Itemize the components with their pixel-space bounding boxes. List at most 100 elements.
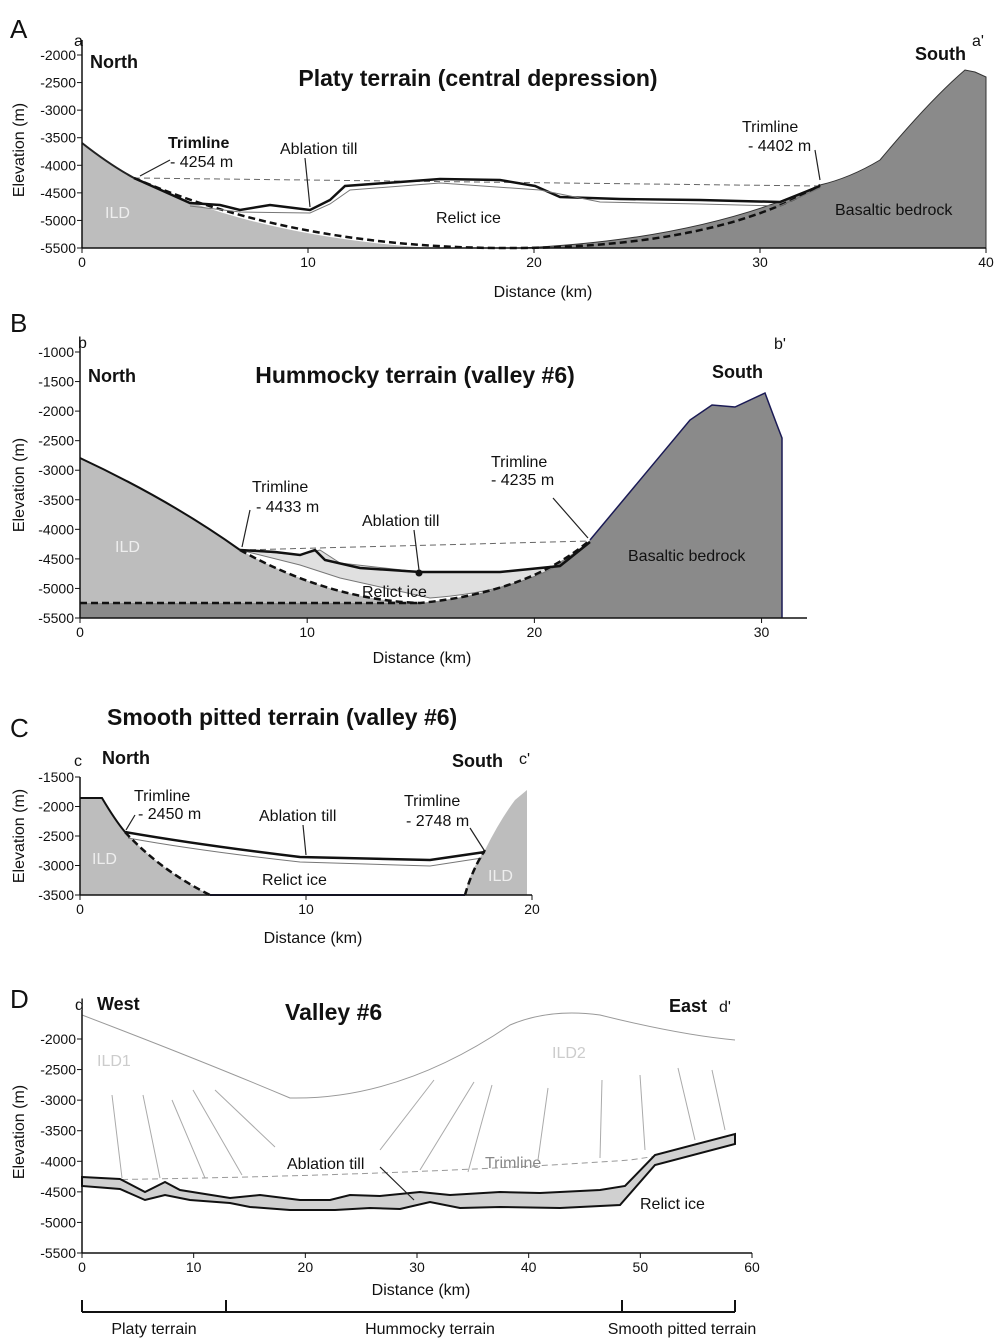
annotation: Relict ice	[362, 584, 427, 601]
x-axis-label: Distance (km)	[373, 650, 472, 667]
annotation: - 4254 m	[170, 154, 233, 171]
ild-lines	[111, 1067, 726, 1179]
till-base	[127, 837, 483, 867]
ild-surface	[81, 142, 135, 179]
y-axis-label: Elevation (m)	[11, 103, 28, 197]
x-tick-label: 10	[186, 1259, 202, 1275]
y-tick-label: -4500	[38, 551, 74, 567]
corner-label: a	[74, 33, 83, 50]
corner-label: a'	[972, 33, 984, 50]
y-tick-label: -3000	[40, 102, 76, 118]
x-axis-label: Distance (km)	[494, 284, 593, 301]
y-tick-label: -3500	[40, 130, 76, 146]
bed-dashed	[133, 176, 821, 250]
panel-title: Platy terrain (central depression)	[298, 65, 657, 91]
ice-surface	[239, 541, 591, 574]
x-tick-label: 10	[298, 901, 314, 917]
y-tick-label: -3500	[40, 1123, 76, 1139]
terrain-label: Platy terrain	[111, 1321, 196, 1338]
annotation: - 4235 m	[491, 472, 554, 489]
ild-fill	[465, 790, 527, 895]
y-axis-label: Elevation (m)	[11, 1085, 28, 1179]
annotation: Basaltic bedrock	[835, 202, 953, 219]
x-tick-label: 20	[298, 1259, 314, 1275]
ice-surface	[124, 830, 486, 862]
terrain-label: Smooth pitted terrain	[608, 1321, 757, 1338]
x-tick-label: 0	[76, 624, 84, 640]
y-tick-label: -2500	[38, 828, 74, 844]
profile-b	[79, 391, 783, 618]
y-tick-label: -4500	[40, 185, 76, 201]
y-axis-label: Elevation (m)	[11, 438, 28, 532]
ild-surface	[80, 797, 126, 833]
panel-title: Hummocky terrain (valley #6)	[255, 362, 575, 388]
corner-label: c	[74, 753, 82, 770]
x-tick-label: 20	[524, 901, 540, 917]
annotation: ILD	[105, 205, 130, 222]
x-tick-label: 40	[978, 254, 994, 270]
x-tick-label: 30	[754, 624, 770, 640]
x-tick-label: 10	[300, 254, 316, 270]
y-tick-label: -4000	[40, 1153, 76, 1169]
annotation: - 2450 m	[138, 806, 201, 823]
x-axis-label: Distance (km)	[264, 930, 363, 947]
y-tick-label: -4000	[38, 521, 74, 537]
annotation: ILD	[488, 868, 513, 885]
annotation: Ablation till	[259, 808, 336, 825]
annotation: Trimline	[252, 479, 308, 496]
annotation: Ablation till	[362, 513, 439, 530]
ice-surface	[133, 176, 821, 212]
direction-label: South	[915, 44, 966, 64]
direction-label: North	[90, 52, 138, 72]
y-tick-label: -2000	[38, 403, 74, 419]
trimline-line	[133, 177, 821, 187]
annotation: ILD2	[552, 1045, 586, 1062]
bedrock-fill	[519, 69, 987, 249]
bed-dashed	[124, 831, 487, 897]
y-tick-label: -5000	[40, 1214, 76, 1230]
y-tick-label: -1500	[38, 769, 74, 785]
y-tick-label: -4500	[40, 1184, 76, 1200]
y-tick-label: -2500	[40, 1062, 76, 1078]
panel-title: Smooth pitted terrain (valley #6)	[107, 704, 457, 730]
x-tick-label: 0	[78, 254, 86, 270]
y-tick-label: -2000	[40, 47, 76, 63]
y-tick-label: -3000	[38, 858, 74, 874]
x-tick-label: 30	[409, 1259, 425, 1275]
annotation: Trimline	[742, 119, 798, 136]
x-axis-label: Distance (km)	[372, 1282, 471, 1299]
y-tick-label: -2000	[38, 799, 74, 815]
annotation: Trimline	[404, 793, 460, 810]
annotation: Ablation till	[287, 1156, 364, 1173]
y-tick-label: -2000	[40, 1031, 76, 1047]
y-tick-label: -3000	[38, 462, 74, 478]
annotation: ILD1	[97, 1053, 131, 1070]
y-tick-label: -5000	[38, 580, 74, 596]
x-tick-label: 60	[744, 1259, 760, 1275]
ild-surface	[81, 1012, 736, 1099]
annotation: ILD	[92, 851, 117, 868]
corner-label: b'	[774, 336, 786, 353]
y-tick-label: -2500	[40, 75, 76, 91]
direction-label: East	[669, 996, 707, 1016]
leader	[241, 497, 589, 571]
y-tick-label: -3500	[38, 887, 74, 903]
x-tick-label: 0	[76, 901, 84, 917]
annotation: - 4402 m	[748, 138, 811, 155]
annotation: ILD	[115, 539, 140, 556]
terrain-label: Hummocky terrain	[365, 1321, 495, 1338]
marker	[415, 569, 423, 577]
x-tick-label: 10	[299, 624, 315, 640]
panel-title: Valley #6	[285, 999, 382, 1025]
y-tick-label: -4000	[40, 157, 76, 173]
profile-a	[81, 69, 987, 250]
terrain-bar: Platy terrain Hummocky terrain Smooth pi…	[81, 1300, 757, 1338]
profile-d	[81, 1012, 736, 1211]
panel-letter: B	[10, 308, 27, 338]
y-tick-label: -1500	[38, 374, 74, 390]
y-tick-label: -3000	[40, 1092, 76, 1108]
trimline-line	[239, 540, 591, 551]
annotation: Relict ice	[640, 1196, 705, 1213]
annotation: Relict ice	[262, 872, 327, 889]
